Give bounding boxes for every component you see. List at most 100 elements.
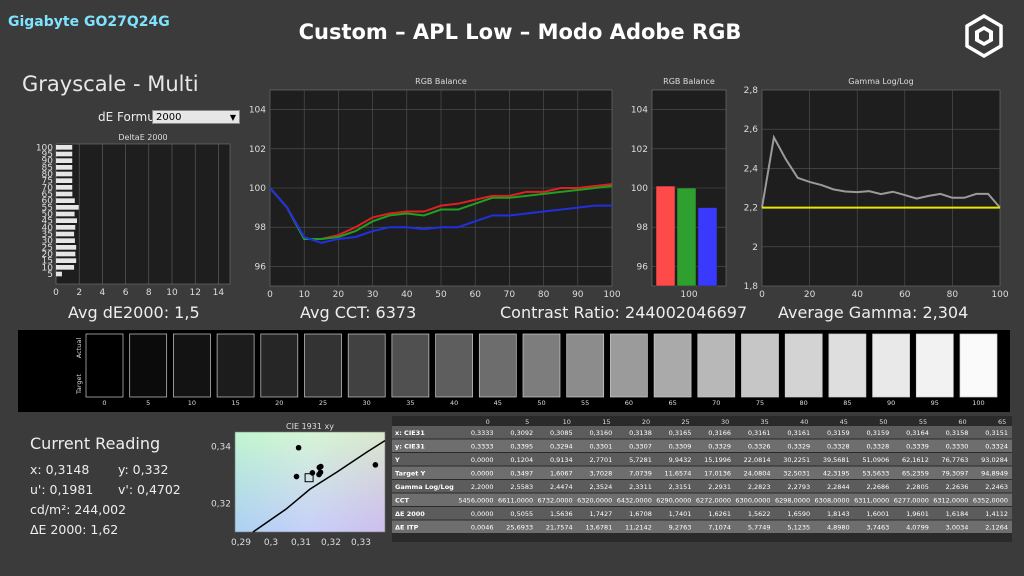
table-column-header: 10: [563, 418, 571, 426]
de-bar: [56, 178, 73, 183]
de-y-tick: 65: [42, 190, 53, 200]
table-column-header: 20: [642, 418, 650, 426]
table-cell: 0,3158: [946, 429, 969, 437]
de-bar: [56, 238, 75, 243]
table-cell: 2,3311: [629, 483, 652, 491]
de-formula-select[interactable]: 2000 ▼: [152, 110, 240, 124]
table-cell: 2,2931: [708, 483, 731, 491]
de-bar: [56, 145, 73, 150]
de-y-tick: 50: [42, 210, 54, 220]
table-cell: 0,3092: [510, 429, 533, 437]
table-cell: 2,2844: [827, 483, 850, 491]
rgb-balance-y-tick: 102: [249, 145, 266, 155]
table-cell: 1,6067: [550, 470, 573, 478]
table-cell: 7,0739: [629, 470, 652, 478]
gray-patch: [260, 333, 299, 398]
gray-patch-label: 15: [231, 399, 239, 407]
de-x-tick: 4: [100, 288, 106, 298]
cie-point: [317, 469, 324, 476]
table-cell: 6308,0000: [815, 497, 850, 505]
table-cell: 24,0804: [744, 470, 771, 478]
table-row: [392, 493, 1012, 506]
table-row-label: ΔE ITP: [395, 524, 419, 532]
table-cell: 21,7574: [546, 524, 573, 532]
gray-patch-label: 20: [275, 399, 283, 407]
table-cell: 0,3339: [906, 443, 929, 451]
avg-de-stat: Avg dE2000: 1,5: [68, 303, 200, 322]
table-cell: 0,3151: [985, 429, 1008, 437]
table-column-header: 65: [998, 418, 1006, 426]
rgb-balance-x-tick: 40: [401, 290, 413, 300]
gray-patch: [915, 333, 954, 398]
de-bar: [56, 265, 75, 270]
de-formula-label: dE Formula:: [98, 110, 170, 124]
de-y-tick: 55: [42, 203, 53, 213]
table-cell: 42,3195: [823, 470, 850, 478]
rgb-bar-title: RGB Balance: [663, 77, 715, 86]
table-cell: 6311,0000: [854, 497, 889, 505]
gray-patch-label: 10: [188, 399, 196, 407]
table-cell: 6352,0000: [973, 497, 1008, 505]
de-bar: [56, 258, 77, 263]
table-cell: 0,3333: [471, 443, 494, 451]
table-cell: 6272,0000: [696, 497, 731, 505]
gamma-y-tick: 2,8: [744, 86, 759, 96]
cie-point: [316, 464, 323, 471]
de-y-tick: 10: [42, 263, 54, 273]
table-cell: 0,3324: [985, 443, 1008, 451]
table-row-label: y: CIE31: [395, 443, 425, 451]
table-cell: 0,3309: [669, 443, 692, 451]
table-cell: 0,3164: [906, 429, 929, 437]
table-cell: 1,7427: [590, 510, 613, 518]
de-y-tick: 15: [42, 257, 53, 267]
table-cell: 6611,0000: [498, 497, 533, 505]
table-cell: 51,0906: [862, 456, 889, 464]
gamma-y-tick: 2,6: [744, 125, 759, 135]
table-cell: 7,1074: [708, 524, 731, 532]
table-cell: 5,7749: [748, 524, 771, 532]
gray-patch: [959, 333, 998, 398]
gray-patch: [522, 333, 561, 398]
table-cell: 0,3294: [550, 443, 573, 451]
table-cell: 0,0000: [471, 456, 494, 464]
gamma-x-tick: 20: [804, 290, 816, 300]
table-cell: 1,6590: [787, 510, 810, 518]
gamma-y-tick: 1,8: [744, 282, 759, 292]
table-cell: 0,3329: [787, 443, 810, 451]
gray-patch: [173, 333, 211, 398]
de-y-tick: 85: [42, 163, 53, 173]
table-cell: 0,1204: [510, 456, 533, 464]
gamma-x-tick: 60: [899, 290, 911, 300]
table-cell: 2,3151: [669, 483, 692, 491]
table-row-label: Target Y: [395, 470, 426, 478]
gray-patch: [391, 333, 430, 398]
table-cell: 13,6781: [585, 524, 612, 532]
rgb-bar-y-tick: 102: [631, 145, 648, 155]
gray-patch-label: 40: [450, 399, 458, 407]
de-bar: [56, 205, 79, 210]
table-cell: 6277,0000: [894, 497, 929, 505]
rgb-balance-x-tick: 30: [367, 290, 379, 300]
table-cell: 0,3160: [590, 429, 613, 437]
table-row-label: CCT: [395, 497, 410, 505]
rgb-balance-series-line: [269, 185, 613, 240]
table-cell: 0,3333: [471, 429, 494, 437]
de-bar: [56, 158, 73, 163]
rgb-bar-y-tick: 104: [631, 106, 648, 116]
table-row: [392, 507, 1012, 520]
table-cell: 3,0034: [946, 524, 969, 532]
cie-point: [293, 473, 300, 480]
table-cell: 1,9601: [906, 510, 929, 518]
table-cell: 17,0136: [704, 470, 731, 478]
strip-target-label: Target: [75, 373, 83, 395]
de-x-tick: 0: [53, 288, 59, 298]
table-row: [392, 520, 1012, 533]
table-row-label: Gamma Log/Log: [395, 483, 454, 491]
rgb-balance-x-tick: 10: [298, 290, 310, 300]
rgb-balance-x-tick: 50: [435, 290, 447, 300]
reading-y: y: 0,332: [118, 462, 169, 477]
gamma-x-tick: 80: [947, 290, 959, 300]
gray-patch: [653, 333, 692, 398]
rgb-balance-x-tick: 70: [504, 290, 516, 300]
